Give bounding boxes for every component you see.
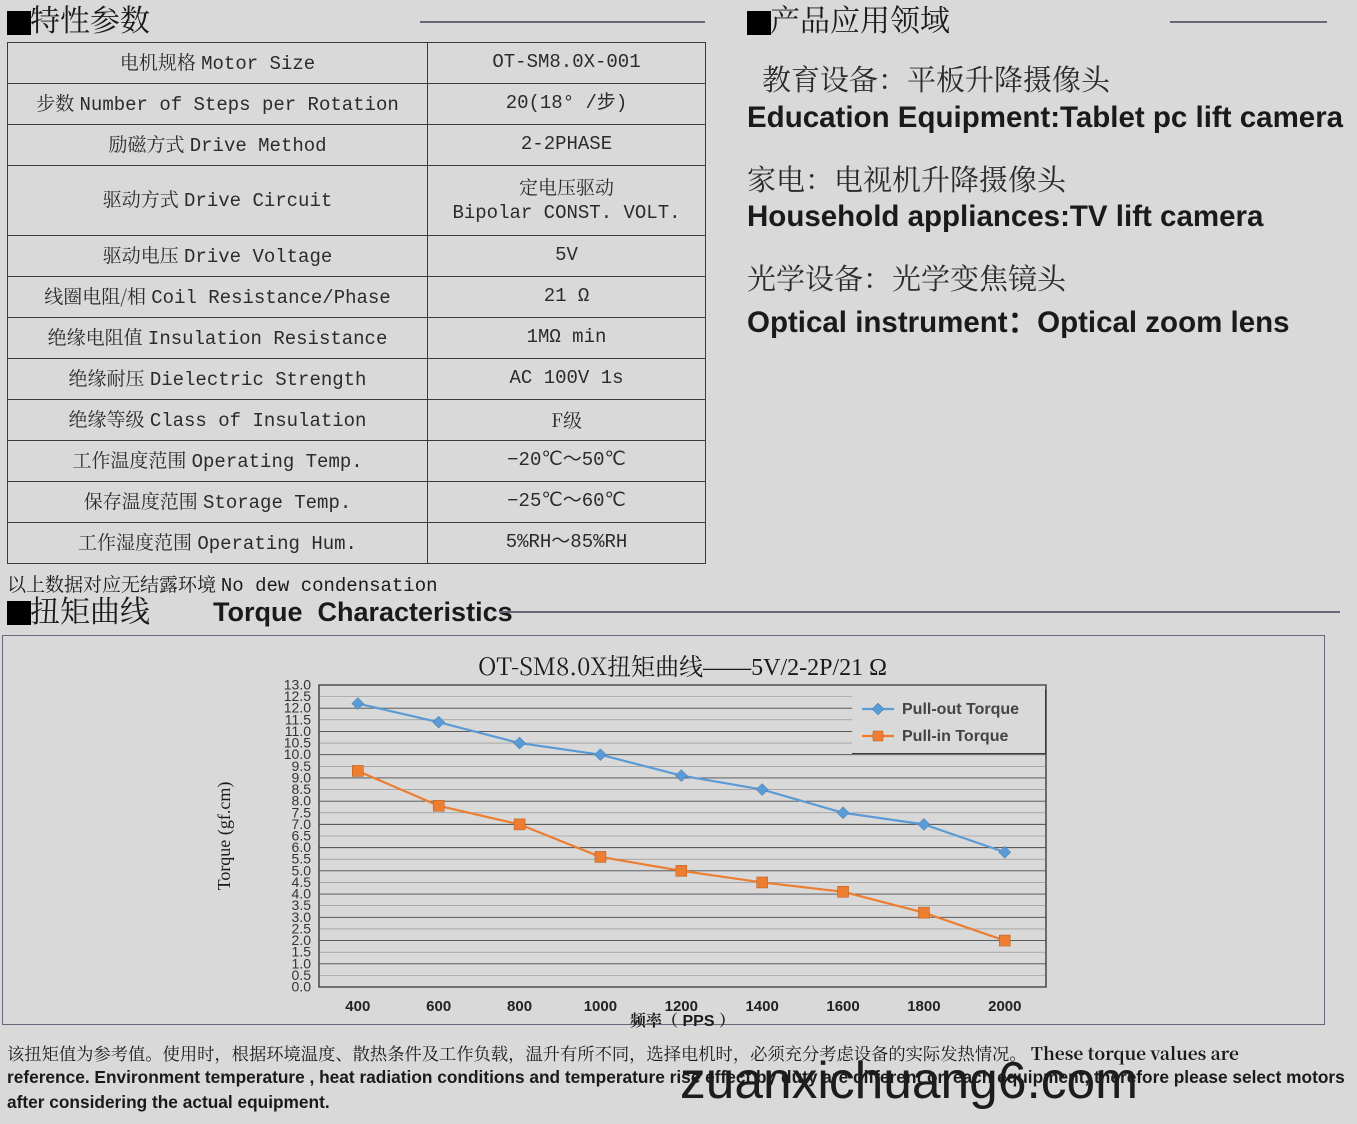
- svg-text:Pull-out Torque: Pull-out Torque: [902, 701, 1019, 718]
- svg-text:Pull-in Torque: Pull-in Torque: [902, 728, 1008, 745]
- svg-text:13.0: 13.0: [284, 677, 311, 693]
